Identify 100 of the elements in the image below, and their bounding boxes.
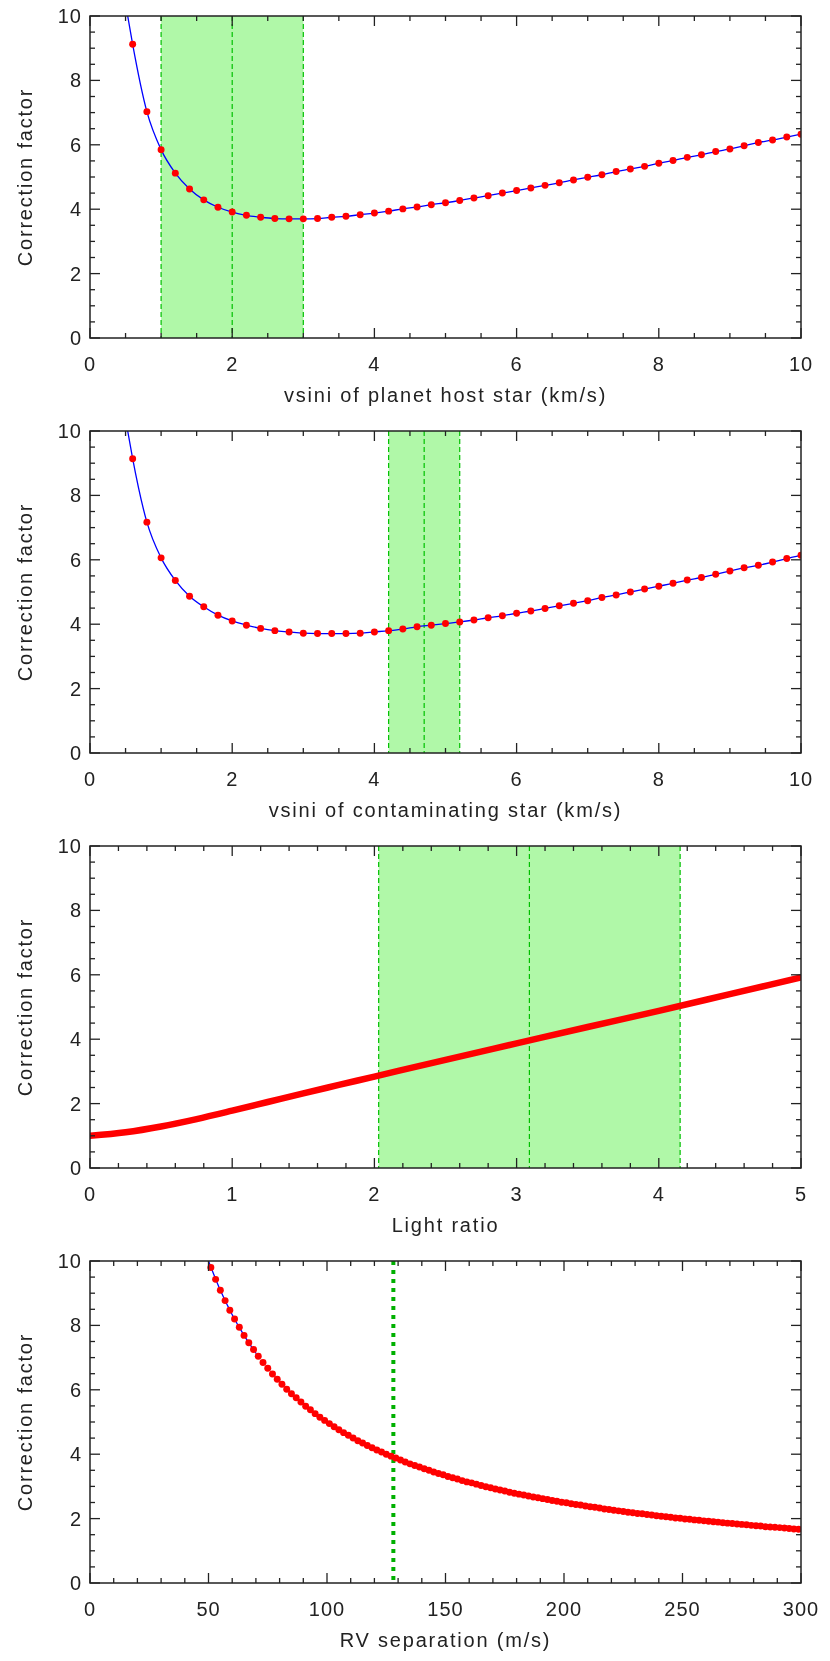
point: [726, 567, 734, 575]
point: [385, 627, 393, 635]
point: [442, 620, 449, 628]
point: [314, 215, 321, 223]
point: [555, 179, 563, 187]
x-axis-title: Light ratio: [391, 1214, 500, 1236]
x-tick-label: 6: [510, 768, 523, 790]
point: [328, 213, 336, 221]
y-tick-label: 8: [69, 484, 82, 507]
x-tick-label: 300: [782, 1598, 820, 1620]
x-tick-label: 3: [510, 1183, 523, 1205]
point: [769, 136, 777, 144]
y-tick-label: 10: [57, 1250, 82, 1272]
point: [641, 585, 649, 593]
point: [683, 576, 691, 584]
y-axis-title: Correction factor: [14, 87, 36, 267]
point: [612, 591, 620, 599]
x-tick-label: 10: [788, 353, 814, 375]
point: [328, 630, 336, 638]
point: [385, 207, 393, 215]
point: [456, 197, 464, 204]
point: [214, 203, 222, 211]
point: [356, 629, 364, 637]
y-tick-label: 0: [69, 327, 82, 349]
x-tick-label: 150: [427, 1598, 464, 1620]
point: [456, 618, 464, 626]
y-tick-label: 2: [69, 1507, 82, 1530]
y-tick-label: 6: [69, 548, 82, 571]
point: [257, 213, 265, 221]
y-axis-title: Correction factor: [14, 917, 36, 1097]
y-tick-label: 8: [69, 899, 82, 922]
point: [740, 142, 748, 150]
y-tick-label: 6: [69, 133, 82, 156]
point: [200, 603, 208, 611]
point: [754, 561, 762, 569]
point: [271, 627, 279, 635]
point: [484, 192, 492, 200]
y-tick-label: 6: [69, 963, 82, 986]
point: [683, 153, 691, 161]
point: [470, 194, 478, 202]
point: [641, 162, 649, 170]
x-tick-label: 4: [368, 353, 381, 375]
x-tick-label: 2: [226, 353, 239, 375]
point: [541, 604, 549, 612]
point: [129, 455, 137, 463]
point: [783, 555, 791, 562]
x-tick-label: 8: [652, 768, 665, 790]
x-tick-label: 4: [368, 768, 381, 790]
point: [655, 159, 663, 167]
point: [228, 617, 236, 625]
y-tick-label: 10: [57, 420, 82, 442]
point: [342, 630, 350, 638]
point: [712, 148, 720, 156]
y-tick-label: 10: [57, 5, 82, 27]
point: [143, 518, 151, 526]
x-tick-label: 50: [196, 1598, 221, 1620]
y-tick-label: 8: [69, 69, 82, 92]
x-axis-title: vsini of contaminating star (km/s): [268, 799, 623, 821]
x-tick-label: 0: [83, 1183, 97, 1205]
point: [299, 629, 307, 637]
point: [257, 624, 265, 632]
point: [413, 623, 421, 631]
point: [200, 196, 208, 204]
point: [584, 597, 592, 605]
point: [356, 211, 364, 219]
point: [754, 139, 762, 147]
point: [271, 215, 279, 223]
x-axis-title: vsini of planet host star (km/s): [283, 384, 608, 406]
point: [370, 209, 378, 217]
y-tick-label: 2: [69, 262, 82, 285]
point: [570, 176, 577, 184]
y-tick-label: 4: [69, 1028, 82, 1051]
x-tick-label: 10: [788, 768, 814, 790]
point: [299, 215, 307, 223]
point: [740, 564, 748, 572]
point: [285, 628, 293, 636]
x-tick-label: 2: [368, 1183, 381, 1205]
y-tick-label: 4: [69, 198, 82, 221]
x-tick-label: 250: [664, 1598, 701, 1620]
x-axis-title: RV separation (m/s): [339, 1629, 552, 1651]
point: [712, 570, 720, 578]
y-tick-label: 0: [69, 742, 82, 764]
point: [171, 576, 179, 584]
point: [413, 203, 421, 211]
y-tick-label: 0: [69, 1572, 82, 1594]
point: [783, 133, 791, 141]
point: [228, 208, 236, 216]
point: [555, 602, 563, 610]
x-tick-label: 0: [83, 768, 97, 790]
x-tick-label: 0: [83, 353, 97, 375]
y-tick-label: 2: [69, 1092, 82, 1115]
y-tick-label: 10: [57, 835, 82, 857]
point: [399, 205, 407, 213]
point: [626, 588, 634, 596]
y-tick-label: 6: [69, 1378, 82, 1401]
point: [570, 599, 577, 607]
x-tick-label: 5: [794, 1183, 808, 1205]
point: [186, 185, 194, 193]
x-tick-label: 8: [652, 353, 665, 375]
point: [769, 558, 777, 566]
